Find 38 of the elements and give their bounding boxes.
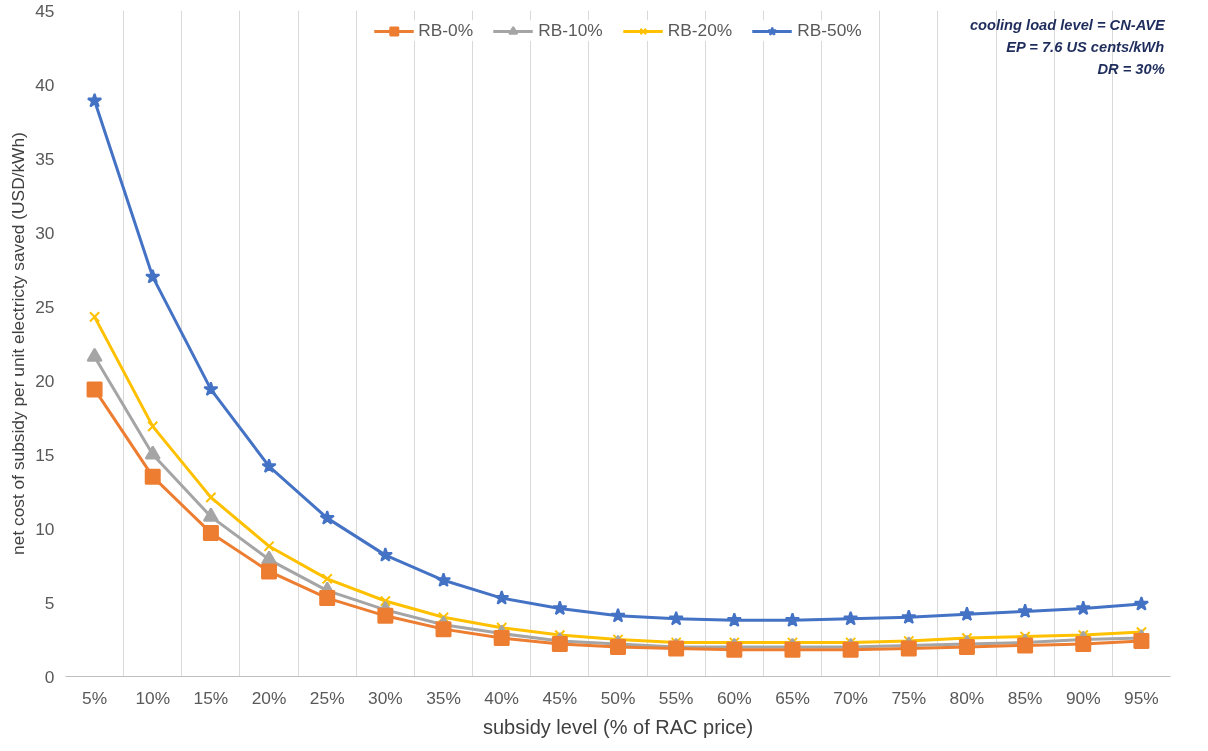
y-tick-label: 15 xyxy=(35,444,55,465)
x-tick-label: 25% xyxy=(309,687,345,708)
legend-label: RB-0% xyxy=(418,20,474,41)
x-tick-label: 30% xyxy=(368,687,403,708)
x-axis-title: subsidy level (% of RAC price) xyxy=(482,715,754,738)
y-tick-label: 10 xyxy=(35,518,55,539)
x-tick-label: 70% xyxy=(833,687,868,708)
annotation: DR = 30% xyxy=(1097,60,1165,77)
y-tick-label: 20 xyxy=(35,370,55,391)
x-tick-label: 20% xyxy=(251,687,287,708)
y-tick-label: 0 xyxy=(44,666,55,687)
y-tick-label: 5 xyxy=(44,592,55,613)
x-tick-label: 80% xyxy=(949,687,985,708)
x-tick-label: 55% xyxy=(658,687,694,708)
legend-label: RB-50% xyxy=(797,20,862,41)
x-tick-label: 35% xyxy=(426,687,461,708)
annotation: EP = 7.6 US cents/kWh xyxy=(1006,38,1165,55)
x-tick-label: 95% xyxy=(1124,687,1159,708)
x-tick-label: 90% xyxy=(1065,687,1101,708)
x-tick-label: 65% xyxy=(775,687,810,708)
x-tick-label: 60% xyxy=(716,687,752,708)
annotation: cooling load level = CN-AVE xyxy=(969,16,1166,33)
legend-label: RB-20% xyxy=(667,20,733,41)
y-tick-label: 30 xyxy=(35,222,55,243)
x-tick-label: 15% xyxy=(193,687,229,708)
y-tick-label: 35 xyxy=(35,148,55,169)
y-tick-label: 45 xyxy=(35,0,55,21)
legend-label: RB-10% xyxy=(538,20,603,41)
x-tick-label: 85% xyxy=(1007,687,1043,708)
y-axis-title: net cost of subsidy per unit electricty saved (USD/kWh) xyxy=(7,132,28,555)
x-tick-label: 5% xyxy=(82,687,108,708)
x-tick-label: 75% xyxy=(891,687,927,708)
y-tick-label: 40 xyxy=(35,74,55,95)
y-tick-label: 25 xyxy=(35,296,55,317)
x-tick-label: 10% xyxy=(135,687,171,708)
x-tick-label: 50% xyxy=(600,687,636,708)
x-tick-label: 40% xyxy=(484,687,520,708)
x-tick-label: 45% xyxy=(542,687,578,708)
